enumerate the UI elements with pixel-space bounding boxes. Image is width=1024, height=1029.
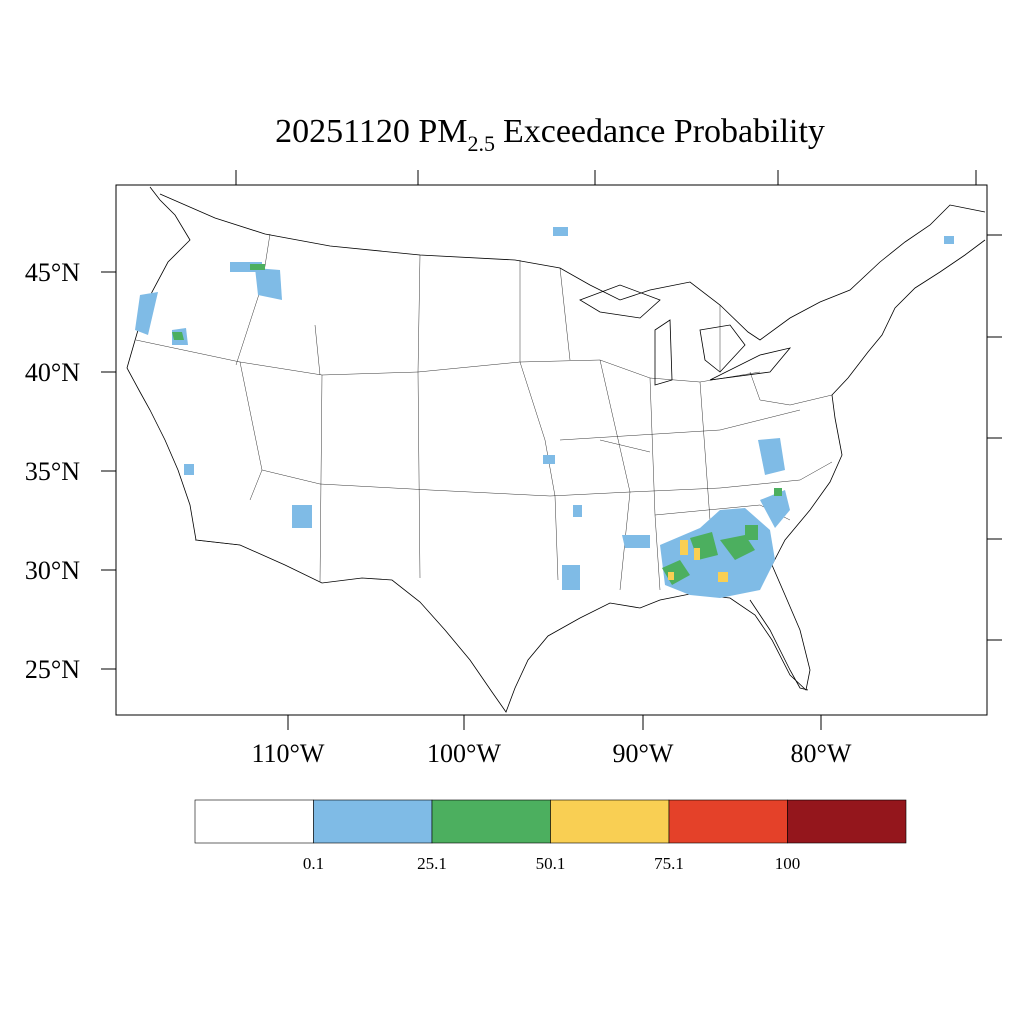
coastline — [126, 186, 986, 713]
lat-label: 30°N — [25, 556, 80, 585]
colorbar-label: 0.1 — [303, 854, 324, 873]
lat-label: 45°N — [25, 258, 80, 287]
northern-border — [159, 193, 986, 341]
colorbar-label: 50.1 — [536, 854, 566, 873]
colorbar: 0.1 25.1 50.1 75.1 100 — [194, 799, 907, 873]
lon-label: 90°W — [613, 739, 674, 768]
probability-areas — [135, 227, 954, 598]
colorbar-label: 75.1 — [654, 854, 684, 873]
lat-label: 25°N — [25, 655, 80, 684]
state-lines — [135, 233, 833, 591]
title-subscript: 2.5 — [467, 131, 495, 156]
colorbar-swatch — [550, 799, 670, 844]
lon-label: 80°W — [791, 739, 852, 768]
map-frame — [115, 184, 988, 716]
axis-labels: 45°N 40°N 35°N 30°N 25°N 110°W 100°W 90°W 80°W — [25, 258, 852, 768]
lat-label: 40°N — [25, 358, 80, 387]
title-lead: 20251120 PM — [275, 113, 467, 150]
colorbar-swatch — [431, 799, 551, 844]
title-trail: Exceedance Probability — [503, 113, 825, 150]
lon-label: 100°W — [427, 739, 501, 768]
colorbar-label: 100 — [775, 854, 801, 873]
frame-ticks — [101, 170, 1002, 730]
map — [101, 170, 1002, 730]
colorbar-swatch — [313, 799, 433, 844]
great-lakes — [579, 284, 792, 386]
lat-label: 35°N — [25, 457, 80, 486]
colorbar-swatch — [668, 799, 788, 844]
florida — [749, 599, 809, 691]
colorbar-label: 25.1 — [417, 854, 447, 873]
colorbar-swatch — [194, 799, 314, 844]
title: 20251120 PM2.5 Exceedance Probability — [275, 113, 825, 156]
colorbar-swatch — [787, 799, 907, 844]
lon-label: 110°W — [252, 739, 325, 768]
